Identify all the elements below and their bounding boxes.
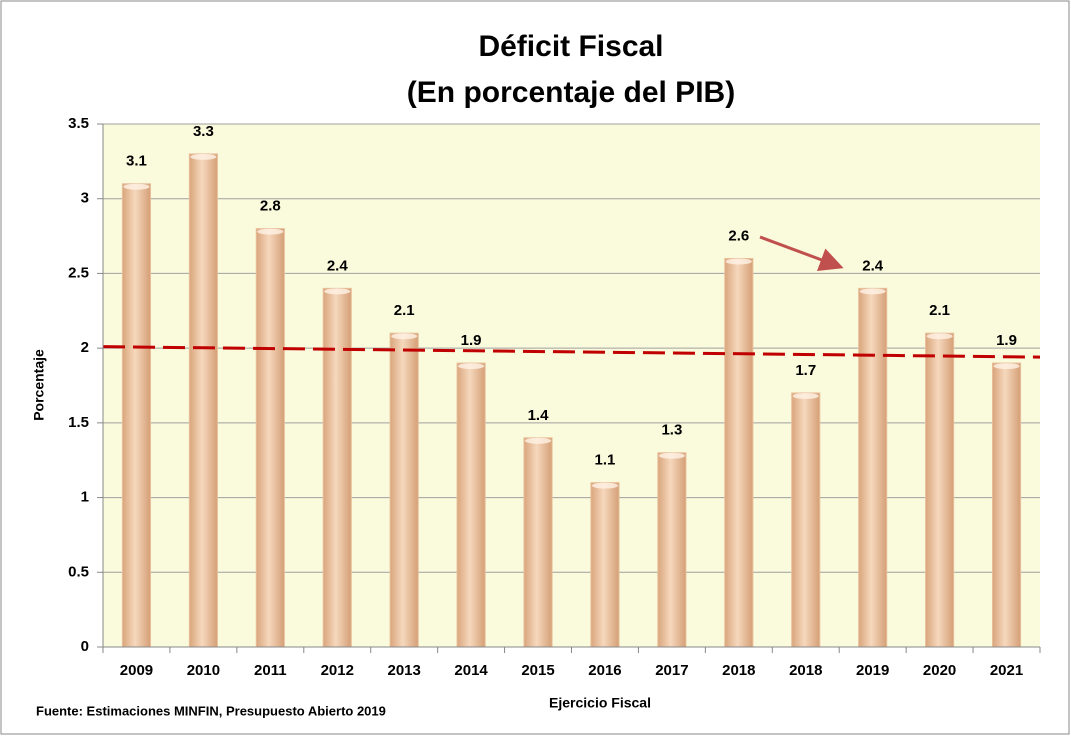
- y-tick-label: 0: [81, 638, 89, 655]
- x-tick-label: 2013: [387, 662, 420, 679]
- bar-cap: [458, 363, 485, 370]
- value-label: 1.9: [996, 332, 1017, 349]
- bar-cap: [859, 288, 886, 295]
- bar: [322, 287, 352, 648]
- bar: [523, 437, 553, 648]
- bar: [389, 332, 419, 648]
- bar: [590, 482, 620, 648]
- bar-cap: [792, 392, 819, 399]
- bar-cap: [257, 228, 284, 235]
- bar-cap: [993, 363, 1020, 370]
- plot-area: [103, 124, 1040, 647]
- y-tick-label: 3.5: [68, 115, 89, 132]
- bar: [188, 153, 218, 648]
- x-axis-label: Ejercicio Fiscal: [549, 695, 651, 711]
- value-label: 3.3: [193, 123, 214, 140]
- bar: [991, 362, 1022, 648]
- bar-cap: [591, 482, 619, 489]
- bar-cap: [725, 258, 752, 265]
- x-tick-label: 2010: [187, 662, 220, 679]
- value-label: 2.6: [728, 227, 749, 244]
- bar-cap: [190, 153, 217, 160]
- bar-cap: [391, 333, 418, 340]
- source-note: Fuente: Estimaciones MINFIN, Presupuesto…: [36, 703, 386, 718]
- x-tick-label: 2018: [722, 662, 755, 679]
- bar: [724, 257, 754, 648]
- x-tick-label: 2018: [789, 662, 822, 679]
- bar-cap: [524, 437, 552, 444]
- y-tick-label: 1.5: [68, 414, 89, 431]
- x-tick-label: 2017: [655, 662, 688, 679]
- x-tick-label: 2016: [588, 662, 621, 679]
- value-label: 1.4: [528, 407, 550, 424]
- bar: [791, 392, 821, 648]
- bar-cap: [324, 288, 351, 295]
- bar-cap: [658, 452, 685, 459]
- chart-title: Déficit Fiscal: [478, 30, 663, 63]
- y-tick-label: 2.5: [68, 264, 89, 281]
- bar: [657, 452, 687, 648]
- x-tick-label: 2021: [990, 662, 1023, 679]
- trend-line: [102, 345, 1041, 359]
- bar-cap: [926, 333, 953, 340]
- bar-cap: [123, 183, 150, 190]
- bar: [925, 332, 955, 648]
- value-label: 1.7: [795, 362, 816, 379]
- x-tick-label: 2015: [521, 662, 554, 679]
- y-tick-label: 1: [81, 489, 89, 506]
- y-axis-label: Porcentaje: [31, 349, 47, 421]
- value-label: 2.8: [260, 198, 281, 215]
- value-label: 2.4: [862, 257, 884, 274]
- bar: [858, 287, 888, 648]
- value-label: 2.1: [394, 302, 415, 319]
- y-tick-label: 0.5: [68, 563, 89, 580]
- x-tick-label: 2014: [454, 662, 488, 679]
- value-label: 2.1: [929, 302, 950, 319]
- annotation-arrow: [759, 235, 844, 271]
- bar: [255, 228, 285, 648]
- value-label: 1.1: [595, 452, 616, 469]
- value-label: 3.1: [126, 153, 147, 170]
- bar: [456, 362, 486, 648]
- value-label: 1.9: [461, 332, 482, 349]
- y-tick-label: 2: [81, 339, 89, 356]
- y-tick-label: 3: [81, 190, 89, 207]
- bar: [121, 183, 152, 648]
- value-label: 1.3: [661, 422, 682, 439]
- x-tick-label: 2020: [923, 662, 956, 679]
- x-tick-label: 2009: [120, 662, 153, 679]
- x-tick-label: 2019: [856, 662, 889, 679]
- chart-title: (En porcentaje del PIB): [407, 76, 735, 109]
- value-label: 2.4: [327, 257, 349, 274]
- x-tick-label: 2012: [321, 662, 354, 679]
- x-tick-label: 2011: [254, 662, 287, 679]
